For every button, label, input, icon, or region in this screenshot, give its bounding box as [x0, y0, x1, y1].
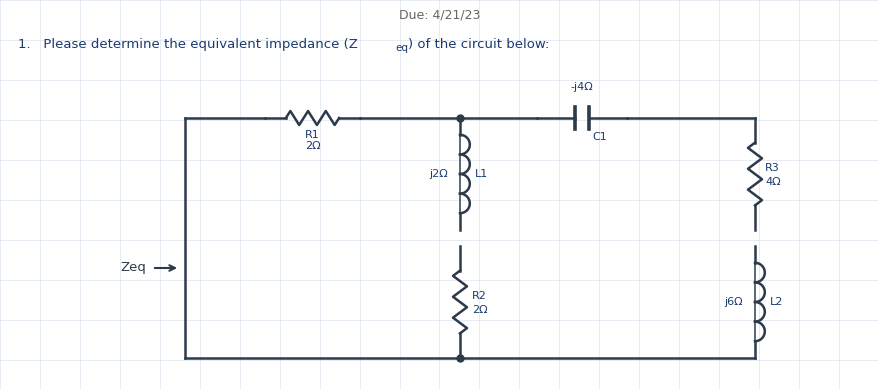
Text: eq: eq [394, 43, 407, 53]
Text: 1.   Please determine the equivalent impedance (Z: 1. Please determine the equivalent imped… [18, 38, 357, 51]
Text: R1: R1 [305, 130, 320, 140]
Text: j2Ω: j2Ω [428, 169, 448, 179]
Text: L1: L1 [474, 169, 487, 179]
Text: L2: L2 [769, 297, 782, 307]
Text: Due: 4/21/23: Due: 4/21/23 [399, 8, 480, 21]
Text: R3: R3 [764, 163, 779, 173]
Text: 2Ω: 2Ω [471, 305, 487, 315]
Text: 2Ω: 2Ω [305, 141, 320, 151]
Text: j6Ω: j6Ω [723, 297, 742, 307]
Text: Zeq: Zeq [120, 261, 146, 275]
Text: -j4Ω: -j4Ω [570, 82, 593, 92]
Text: 4Ω: 4Ω [764, 177, 780, 187]
Text: R2: R2 [471, 291, 486, 301]
Text: ) of the circuit below:: ) of the circuit below: [407, 38, 549, 51]
Text: C1: C1 [591, 132, 606, 142]
